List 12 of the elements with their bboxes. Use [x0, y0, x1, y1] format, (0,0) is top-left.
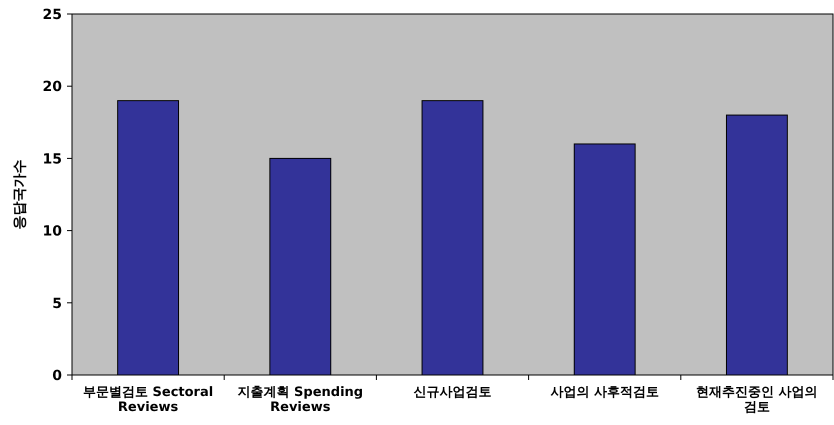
- x-tick-label: 현재추진중인 사업의 검토: [696, 385, 818, 415]
- x-tick-label: 신규사업검토: [414, 385, 492, 400]
- y-tick-label: 15: [42, 151, 62, 168]
- y-tick-label: 25: [42, 7, 62, 23]
- x-tick-label: 지출계획 Spending Reviews: [238, 385, 364, 415]
- y-tick-label: 20: [42, 79, 62, 96]
- y-tick-label: 10: [42, 224, 62, 240]
- y-tick-label: 5: [52, 296, 62, 312]
- x-tick-label: 사업의 사후적검토: [550, 385, 659, 400]
- x-tick-label: 부문별검토 Sectoral Reviews: [83, 385, 214, 415]
- y-axis-title: 응답국가수: [12, 160, 28, 230]
- y-tick-label: 0: [52, 368, 62, 384]
